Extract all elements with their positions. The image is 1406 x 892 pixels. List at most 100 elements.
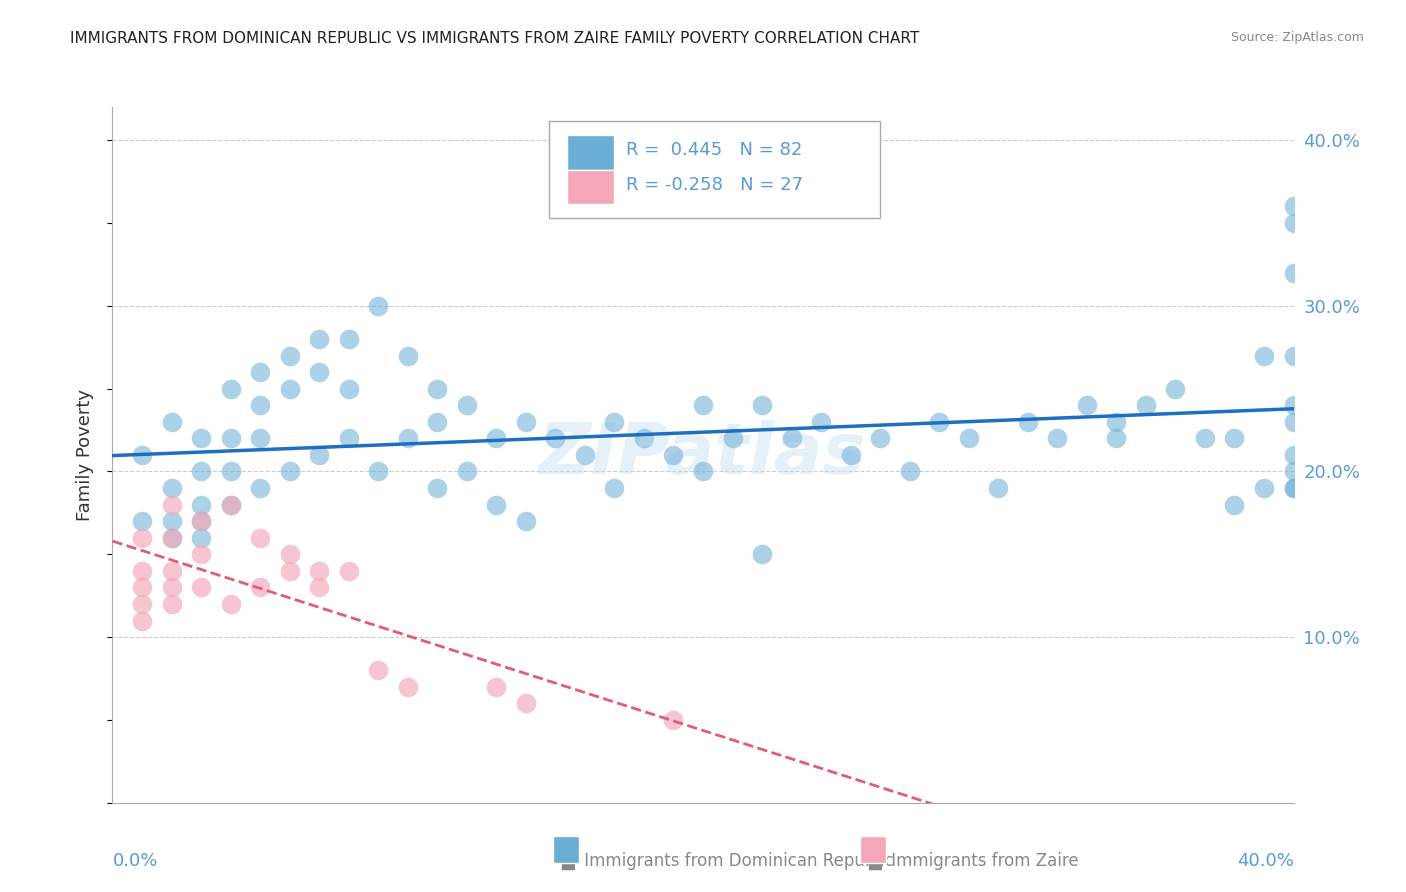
Point bbox=[1076, 398, 1098, 412]
Point bbox=[692, 465, 714, 479]
Point bbox=[278, 349, 301, 363]
Point bbox=[1282, 216, 1305, 230]
Point bbox=[987, 481, 1010, 495]
Point bbox=[810, 415, 832, 429]
Text: R = -0.258   N = 27: R = -0.258 N = 27 bbox=[626, 176, 803, 194]
Point bbox=[190, 531, 212, 545]
Point bbox=[633, 431, 655, 445]
Point bbox=[337, 382, 360, 396]
Point bbox=[131, 531, 153, 545]
Point bbox=[219, 382, 242, 396]
Point bbox=[603, 481, 626, 495]
Text: R =  0.445   N = 82: R = 0.445 N = 82 bbox=[626, 141, 803, 159]
Point bbox=[131, 597, 153, 611]
Point bbox=[1253, 481, 1275, 495]
Point bbox=[160, 597, 183, 611]
FancyBboxPatch shape bbox=[860, 836, 886, 863]
Point bbox=[249, 398, 271, 412]
Point bbox=[219, 465, 242, 479]
Point bbox=[485, 498, 508, 512]
Point bbox=[898, 465, 921, 479]
Text: 0.0%: 0.0% bbox=[112, 852, 157, 870]
Point bbox=[367, 299, 389, 313]
Point bbox=[928, 415, 950, 429]
Point bbox=[160, 581, 183, 595]
Point bbox=[190, 547, 212, 561]
Point bbox=[160, 415, 183, 429]
Text: ZIPatlas: ZIPatlas bbox=[540, 420, 866, 490]
Point bbox=[160, 481, 183, 495]
Point bbox=[308, 564, 330, 578]
Point bbox=[308, 365, 330, 379]
Point bbox=[190, 465, 212, 479]
Point bbox=[1223, 498, 1246, 512]
Point bbox=[515, 697, 537, 711]
Point bbox=[396, 680, 419, 694]
Text: Source: ZipAtlas.com: Source: ZipAtlas.com bbox=[1230, 31, 1364, 45]
Point bbox=[249, 531, 271, 545]
Point bbox=[219, 431, 242, 445]
Point bbox=[1282, 481, 1305, 495]
Point bbox=[190, 514, 212, 528]
Point bbox=[456, 465, 478, 479]
FancyBboxPatch shape bbox=[567, 169, 614, 204]
Point bbox=[308, 332, 330, 346]
Point bbox=[751, 398, 773, 412]
Point bbox=[1105, 415, 1128, 429]
Point bbox=[190, 431, 212, 445]
Point bbox=[278, 547, 301, 561]
Point bbox=[337, 431, 360, 445]
Point bbox=[485, 431, 508, 445]
Point bbox=[337, 332, 360, 346]
Point bbox=[1282, 481, 1305, 495]
Point bbox=[396, 431, 419, 445]
Point bbox=[1135, 398, 1157, 412]
Point bbox=[485, 680, 508, 694]
Point bbox=[219, 498, 242, 512]
Point bbox=[1282, 448, 1305, 462]
Point bbox=[278, 382, 301, 396]
Point bbox=[131, 514, 153, 528]
Point bbox=[396, 349, 419, 363]
Point bbox=[249, 481, 271, 495]
Point bbox=[131, 614, 153, 628]
Point bbox=[426, 481, 449, 495]
Point bbox=[249, 431, 271, 445]
Text: █  Immigrants from Zaire: █ Immigrants from Zaire bbox=[869, 852, 1078, 870]
Point bbox=[219, 498, 242, 512]
Point bbox=[1223, 431, 1246, 445]
Point bbox=[190, 581, 212, 595]
Point bbox=[692, 398, 714, 412]
Point bbox=[662, 448, 685, 462]
Point bbox=[249, 365, 271, 379]
Point bbox=[869, 431, 891, 445]
Point bbox=[515, 514, 537, 528]
Point bbox=[721, 431, 744, 445]
Point bbox=[219, 597, 242, 611]
Point bbox=[190, 498, 212, 512]
Text: IMMIGRANTS FROM DOMINICAN REPUBLIC VS IMMIGRANTS FROM ZAIRE FAMILY POVERTY CORRE: IMMIGRANTS FROM DOMINICAN REPUBLIC VS IM… bbox=[70, 31, 920, 46]
Point bbox=[160, 531, 183, 545]
Point bbox=[1282, 415, 1305, 429]
Text: 40.0%: 40.0% bbox=[1237, 852, 1294, 870]
Point bbox=[1282, 266, 1305, 280]
Point bbox=[957, 431, 980, 445]
Point bbox=[1164, 382, 1187, 396]
Point bbox=[1194, 431, 1216, 445]
Point bbox=[249, 581, 271, 595]
Point bbox=[131, 564, 153, 578]
Point bbox=[190, 514, 212, 528]
Point bbox=[1253, 349, 1275, 363]
Point bbox=[662, 713, 685, 727]
Point bbox=[308, 448, 330, 462]
FancyBboxPatch shape bbox=[550, 121, 880, 219]
Point bbox=[131, 448, 153, 462]
Point bbox=[1046, 431, 1069, 445]
Point bbox=[278, 465, 301, 479]
Point bbox=[1282, 349, 1305, 363]
FancyBboxPatch shape bbox=[553, 836, 579, 863]
Text: █  Immigrants from Dominican Republic: █ Immigrants from Dominican Republic bbox=[561, 852, 894, 870]
Point bbox=[456, 398, 478, 412]
Point bbox=[131, 581, 153, 595]
FancyBboxPatch shape bbox=[567, 135, 614, 169]
